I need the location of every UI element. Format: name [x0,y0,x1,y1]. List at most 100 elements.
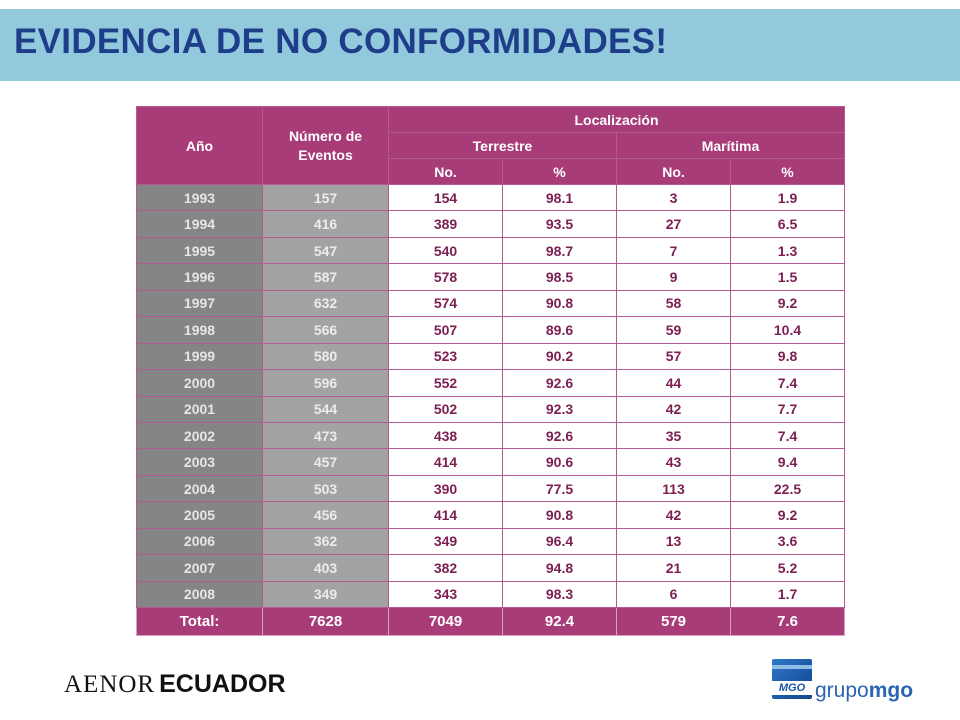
cell-year: 1998 [136,316,263,344]
cell-land-no: 343 [388,580,503,609]
cell-land-pct: 92.6 [502,369,617,397]
table-body: 1993 157 154 98.1 3 1.9 1994 416 389 93.5 27 6.5 199… [136,183,846,636]
cell-year: 2007 [136,554,263,582]
cell-year: 1995 [136,236,263,265]
header-land-pct: % [502,158,617,185]
cell-land-pct: 94.8 [502,554,617,582]
table-row: 1997 632 574 90.8 58 9.2 [136,289,846,318]
cell-year: 1999 [136,342,263,371]
cell-sea-pct: 9.8 [729,342,846,371]
cell-sea-no: 13 [616,527,731,556]
cell-events: 544 [262,395,389,423]
cell-sea-pct: 1.5 [729,263,846,291]
cell-land-no: 382 [388,554,503,582]
table-row: 1995 547 540 98.7 7 1.3 [136,236,846,265]
cell-land-pct: 98.7 [502,236,617,265]
cell-sea-no: 21 [616,554,731,582]
cell-sea-no: 113 [616,474,731,503]
cell-land-no: 523 [388,342,503,371]
cell-sea-no: 42 [616,501,731,529]
cell-events: 416 [262,210,389,238]
cell-land-no: 578 [388,263,503,291]
cell-sea-no: 58 [616,289,731,318]
cell-land-pct: 90.8 [502,501,617,529]
cell-events: 587 [262,263,389,291]
cell-land-no: 502 [388,395,503,423]
cell-events: 547 [262,236,389,265]
cell-land-pct: 92.3 [502,395,617,423]
cell-land-no: 414 [388,501,503,529]
cell-sea-no: 44 [616,369,731,397]
cell-sea-pct: 22.5 [729,474,846,503]
aenor-logo-text: AENOR [64,671,156,698]
cell-land-pct: 93.5 [502,210,617,238]
table-row: 2008 349 343 98.3 6 1.7 [136,580,846,609]
total-label: Total: [136,607,263,636]
table-row: 1994 416 389 93.5 27 6.5 [136,210,846,238]
table-row: 2003 457 414 90.6 43 9.4 [136,448,846,476]
table-row: 1999 580 523 90.2 57 9.8 [136,342,846,371]
cell-year: 2000 [136,369,263,397]
grupo-text: grupo [815,679,869,702]
cell-year: 1994 [136,210,263,238]
cell-year: 1993 [136,183,263,212]
table-row: 2001 544 502 92.3 42 7.7 [136,395,846,423]
cell-events: 157 [262,183,389,212]
cell-land-pct: 96.4 [502,527,617,556]
cell-events: 457 [262,448,389,476]
table-row: 1993 157 154 98.1 3 1.9 [136,183,846,212]
mgo-logo-mark-text: MGO [772,681,812,695]
header-land-no: No. [388,158,503,185]
slide-title: EVIDENCIA DE NO CONFORMIDADES! [14,22,668,61]
mgo-logo-mark: MGO [772,659,812,699]
total-sea-no: 579 [616,607,731,636]
cell-land-pct: 98.1 [502,183,617,212]
cell-year: 2008 [136,580,263,609]
cell-land-pct: 92.6 [502,421,617,450]
total-land-pct: 92.4 [502,607,617,636]
header-year: Año [136,106,263,185]
cell-sea-pct: 9.2 [729,289,846,318]
cell-events: 362 [262,527,389,556]
cell-sea-pct: 1.9 [729,183,846,212]
table-row: 2006 362 349 96.4 13 3.6 [136,527,846,556]
cell-land-pct: 89.6 [502,316,617,344]
cell-sea-no: 42 [616,395,731,423]
cell-sea-pct: 1.7 [729,580,846,609]
cell-sea-no: 3 [616,183,731,212]
cell-sea-pct: 7.4 [729,421,846,450]
header-land: Terrestre [388,132,617,159]
cell-events: 632 [262,289,389,318]
table-row: 2000 596 552 92.6 44 7.4 [136,369,846,397]
table-row: 2002 473 438 92.6 35 7.4 [136,421,846,450]
total-row: Total: 7628 7049 92.4 579 7.6 [136,607,846,636]
cell-sea-pct: 5.2 [729,554,846,582]
cell-events: 580 [262,342,389,371]
table-row: 1996 587 578 98.5 9 1.5 [136,263,846,291]
ecuador-logo-text: ECUADOR [159,670,286,698]
cell-events: 566 [262,316,389,344]
cell-sea-pct: 7.4 [729,369,846,397]
table-row: 2007 403 382 94.8 21 5.2 [136,554,846,582]
cell-sea-pct: 9.2 [729,501,846,529]
cell-land-pct: 90.2 [502,342,617,371]
header-sea: Marítima [615,132,846,159]
cell-land-no: 389 [388,210,503,238]
aenor-ecuador-logo: AENOR ECUADOR [64,670,286,699]
cell-events: 349 [262,580,389,609]
header-sea-no: No. [616,158,731,185]
grupo-mgo-logo: MGO grupomgo [772,659,913,707]
cell-land-no: 507 [388,316,503,344]
cell-events: 456 [262,501,389,529]
cell-year: 2006 [136,527,263,556]
cell-sea-no: 7 [616,236,731,265]
cell-land-no: 552 [388,369,503,397]
mgo-text: mgo [868,679,914,702]
title-bar: EVIDENCIA DE NO CONFORMIDADES! [0,9,960,81]
cell-sea-pct: 10.4 [729,316,846,344]
cell-year: 1996 [136,263,263,291]
cell-year: 2002 [136,421,263,450]
cell-land-pct: 77.5 [502,474,617,503]
cell-sea-no: 35 [616,421,731,450]
cell-land-no: 390 [388,474,503,503]
